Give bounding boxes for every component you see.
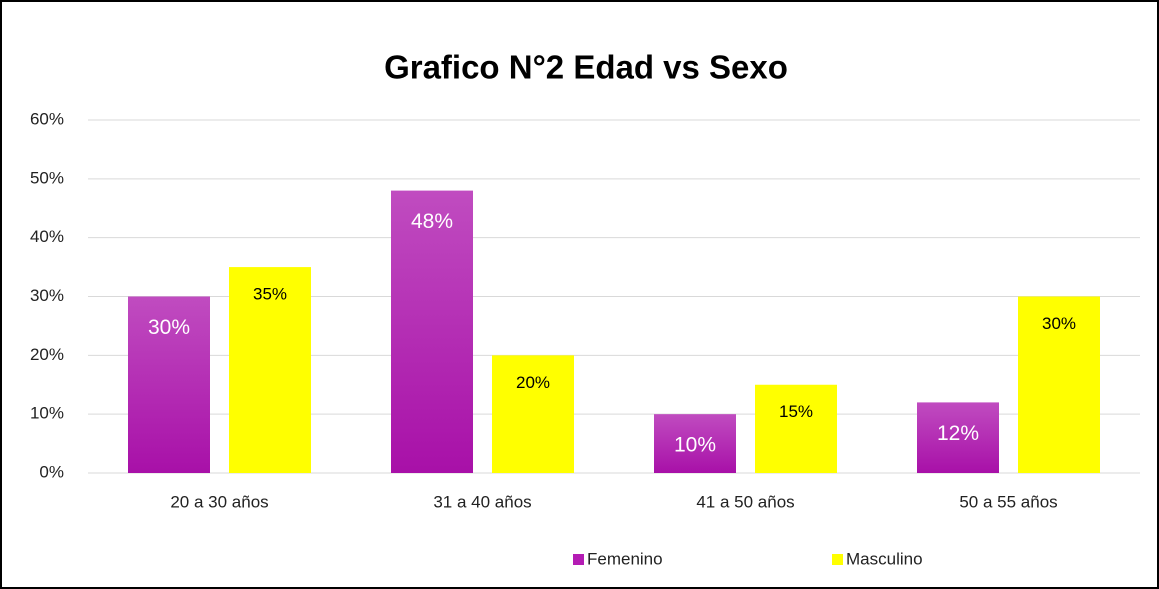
- x-tick-label: 50 a 55 años: [959, 492, 1057, 511]
- y-tick-label: 30%: [30, 286, 64, 305]
- y-tick-label: 20%: [30, 345, 64, 364]
- x-tick-label: 20 a 30 años: [170, 492, 268, 511]
- chart-title: Grafico N°2 Edad vs Sexo: [384, 49, 788, 86]
- y-tick-label: 0%: [39, 462, 64, 481]
- y-tick-label: 60%: [30, 109, 64, 128]
- x-tick-label: 31 a 40 años: [433, 492, 531, 511]
- data-label: 20%: [516, 373, 550, 392]
- bar: [128, 296, 210, 473]
- y-tick-label: 40%: [30, 227, 64, 246]
- data-label: 15%: [779, 402, 813, 421]
- legend-label: Masculino: [846, 549, 923, 568]
- data-label: 30%: [148, 316, 190, 339]
- bar: [755, 384, 837, 473]
- legend-label: Femenino: [587, 549, 663, 568]
- data-label: 10%: [674, 434, 716, 457]
- data-label: 35%: [253, 285, 287, 304]
- y-tick-label: 50%: [30, 168, 64, 187]
- bar: [391, 190, 473, 473]
- bar: [492, 355, 574, 473]
- legend-swatch: [573, 554, 584, 565]
- bar: [917, 402, 999, 473]
- data-label: 30%: [1042, 314, 1076, 333]
- bar: [229, 267, 311, 473]
- legend-swatch: [832, 554, 843, 565]
- x-tick-label: 41 a 50 años: [696, 492, 794, 511]
- bar: [1018, 296, 1100, 473]
- y-tick-label: 10%: [30, 404, 64, 423]
- data-label: 12%: [937, 422, 979, 445]
- data-label: 48%: [411, 210, 453, 233]
- bar: [654, 414, 736, 473]
